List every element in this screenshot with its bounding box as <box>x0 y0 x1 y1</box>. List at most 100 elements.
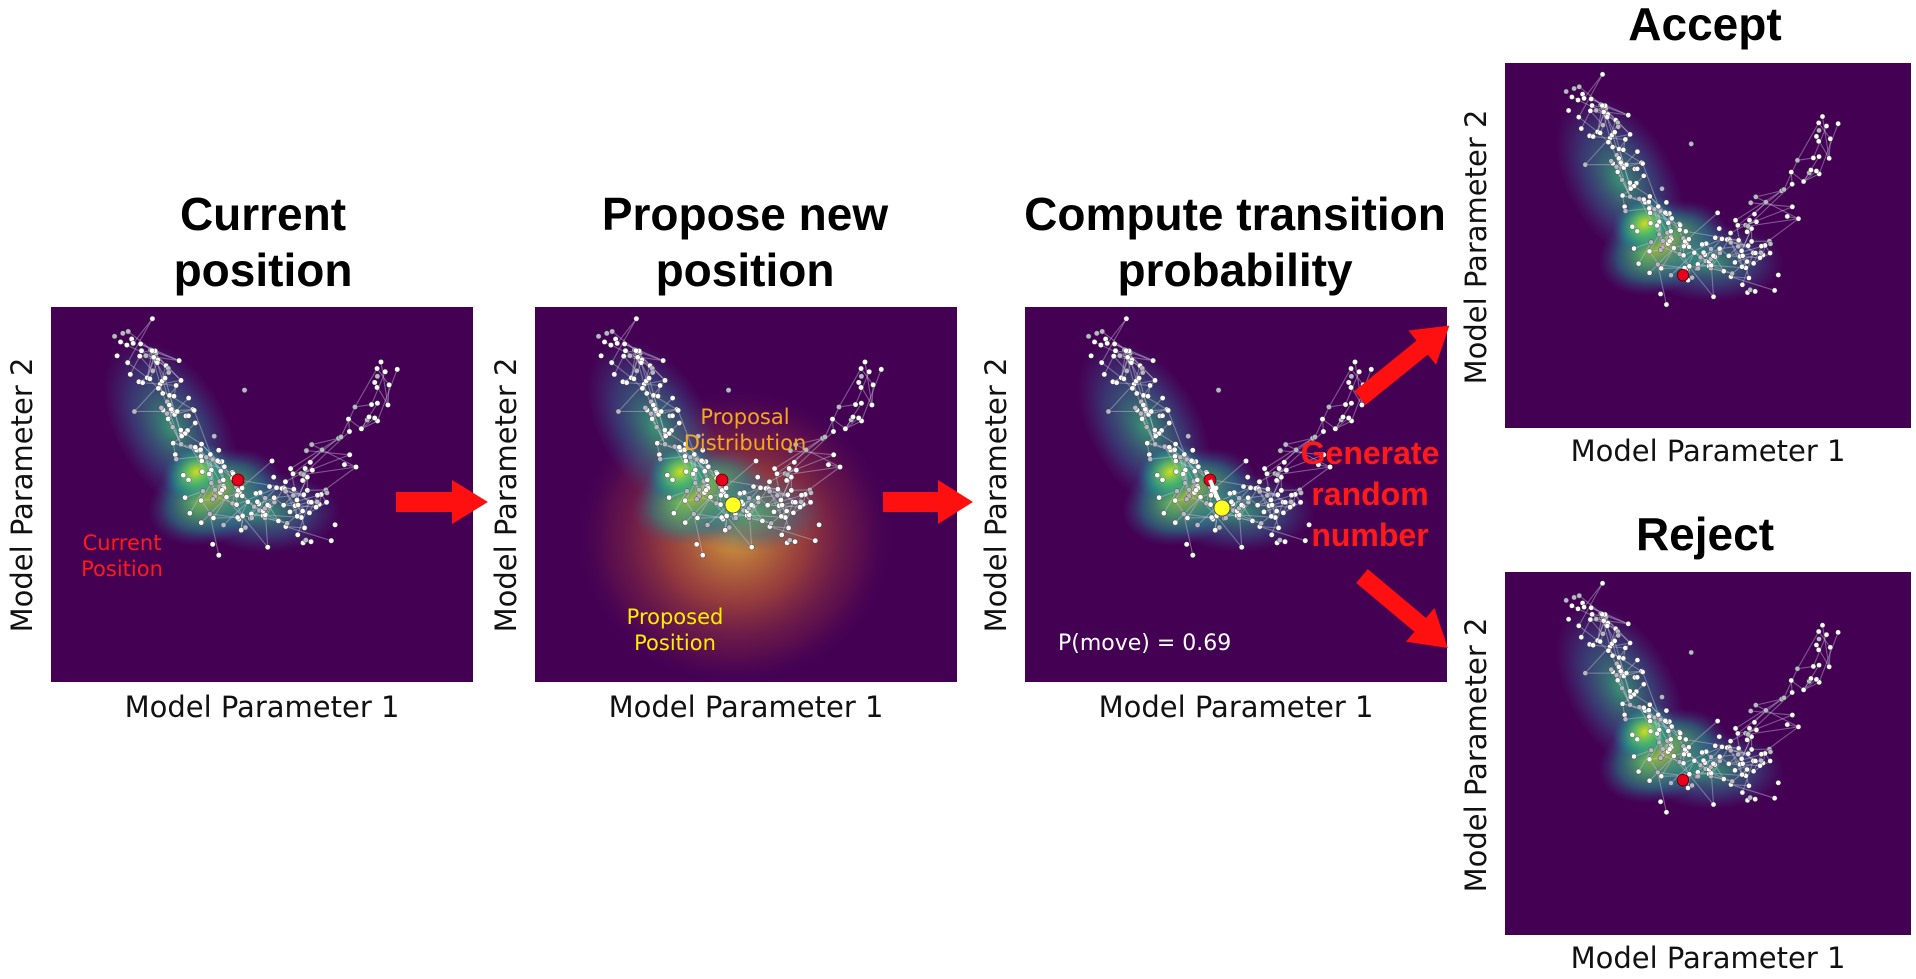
sample-point <box>313 504 319 510</box>
sample-point <box>374 384 380 391</box>
sample-point <box>1085 333 1092 340</box>
sample-point <box>829 416 836 422</box>
trace-line <box>290 437 339 470</box>
sample-point <box>306 510 313 516</box>
sample-point <box>784 471 791 478</box>
sample-point <box>149 315 156 322</box>
trace-line <box>774 437 823 470</box>
sample-point <box>643 390 650 397</box>
sample-point <box>1091 339 1098 345</box>
trace-line <box>1741 736 1753 759</box>
sample-point <box>378 359 384 365</box>
sample-point <box>836 404 842 410</box>
sample-point <box>1185 433 1191 440</box>
sample-point <box>158 404 165 411</box>
sample-point <box>207 451 214 458</box>
trace-line <box>167 397 190 420</box>
sample-point <box>1273 477 1280 484</box>
trace-line <box>1745 206 1793 226</box>
sample-point <box>138 347 145 354</box>
sample-point <box>694 515 701 521</box>
trace-line <box>1649 755 1675 782</box>
sample-point <box>1627 702 1633 708</box>
sample-point <box>1647 193 1653 200</box>
sample-point <box>254 498 261 505</box>
sample-point <box>209 541 216 548</box>
sample-point <box>1280 510 1287 516</box>
trace-line <box>1730 224 1746 234</box>
sample-point <box>1605 139 1611 145</box>
sample-point <box>125 328 131 335</box>
trace-line <box>1689 774 1714 805</box>
sample-point <box>150 368 156 374</box>
sample-point <box>696 486 702 493</box>
sample-point <box>1261 509 1267 515</box>
trace-line <box>1578 583 1604 627</box>
sample-point <box>1775 272 1781 278</box>
trace-line <box>1649 247 1675 274</box>
sample-point <box>1576 592 1582 599</box>
sample-point <box>1651 714 1658 721</box>
trace-line <box>1158 433 1176 445</box>
sample-point <box>358 425 365 432</box>
sample-point <box>1699 749 1705 756</box>
sample-point <box>198 519 205 526</box>
trace-line <box>1818 632 1839 683</box>
sample-point <box>1236 495 1242 501</box>
sample-point <box>1599 580 1606 587</box>
sample-point <box>1627 193 1633 200</box>
sample-point <box>1593 107 1599 114</box>
sample-point <box>1616 664 1622 670</box>
sample-point <box>1710 761 1717 767</box>
trace-line <box>193 410 214 460</box>
trace-line <box>1638 241 1652 264</box>
sample-point <box>662 433 669 439</box>
sample-point <box>1735 237 1742 244</box>
arrow-to-reject <box>1356 569 1448 648</box>
sample-point <box>1571 594 1577 601</box>
sample-point <box>1622 716 1629 722</box>
trace-line <box>1730 750 1743 775</box>
sample-point <box>1622 136 1629 143</box>
trace-line <box>285 491 298 517</box>
trace-line <box>1285 444 1331 468</box>
trace-line <box>1754 709 1767 723</box>
sample-point <box>1748 733 1755 740</box>
sample-point <box>1619 192 1626 199</box>
sample-point <box>837 464 843 470</box>
sample-point <box>787 537 793 543</box>
trace-line <box>387 384 390 405</box>
sample-point <box>1735 730 1741 737</box>
sample-point <box>251 503 257 510</box>
sample-point <box>1663 707 1670 714</box>
sample-point <box>139 379 146 386</box>
sample-point <box>1695 773 1701 779</box>
sample-point <box>1629 223 1636 230</box>
sample-point <box>1647 701 1653 708</box>
sample-point <box>1767 250 1773 256</box>
sample-point <box>1655 769 1661 776</box>
sample-point <box>1345 415 1352 421</box>
sample-point <box>1161 510 1167 516</box>
trace-line <box>285 526 332 542</box>
sample-point <box>1781 186 1787 193</box>
sample-point <box>850 414 856 420</box>
sample-point <box>1159 412 1166 419</box>
sample-point <box>170 440 177 446</box>
sample-point <box>1748 746 1755 753</box>
sample-point <box>1298 490 1304 496</box>
sample-point <box>1784 213 1790 220</box>
sample-point <box>1150 357 1156 364</box>
trace-line <box>1828 647 1831 667</box>
trace-line <box>1730 732 1746 742</box>
sample-point <box>786 465 792 472</box>
sample-point <box>803 447 809 453</box>
trace-line <box>1622 195 1646 203</box>
sample-point <box>1728 747 1734 754</box>
sample-point <box>698 457 705 464</box>
sample-point <box>669 412 676 419</box>
trace-line <box>1747 726 1799 735</box>
trace-line <box>860 368 874 386</box>
sample-point <box>1745 242 1751 249</box>
sample-point <box>1181 451 1188 458</box>
